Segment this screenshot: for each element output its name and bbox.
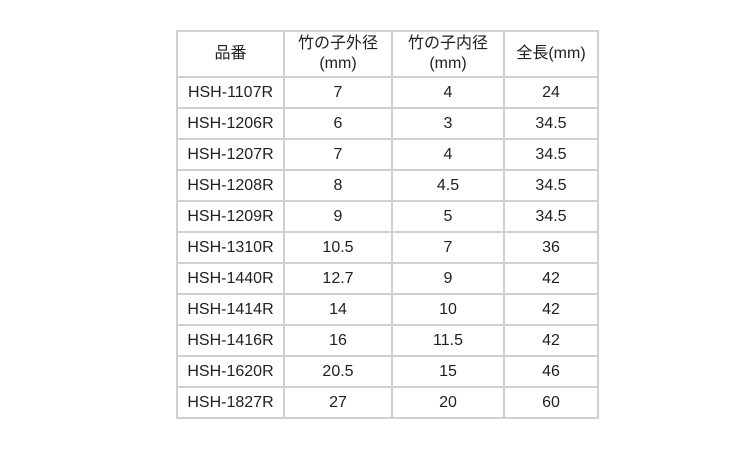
value-cell: 14: [283, 293, 393, 326]
value-cell: 60: [503, 386, 599, 419]
table-row: HSH-1414R 14 10 42: [176, 293, 599, 326]
value-cell: 27: [283, 386, 393, 419]
value-cell: 20: [391, 386, 505, 419]
value-cell: 10.5: [283, 231, 393, 264]
part-number-cell: HSH-1440R: [176, 262, 285, 295]
value-cell: 34.5: [503, 169, 599, 202]
value-cell: 7: [283, 76, 393, 109]
part-number-cell: HSH-1207R: [176, 138, 285, 171]
part-number-cell: HSH-1107R: [176, 76, 285, 109]
table-row: HSH-1206R 6 3 34.5: [176, 107, 599, 140]
value-cell: 4.5: [391, 169, 505, 202]
value-cell: 9: [391, 262, 505, 295]
value-cell: 10: [391, 293, 505, 326]
column-header-outer_diameter_mm: 竹の子外径 (mm): [283, 30, 393, 78]
part-number-cell: HSH-1206R: [176, 107, 285, 140]
value-cell: 34.5: [503, 107, 599, 140]
column-header-total_length_mm: 全長(mm): [503, 30, 599, 78]
value-cell: 42: [503, 324, 599, 357]
table-row: HSH-1107R 7 4 24: [176, 76, 599, 109]
table-row: HSH-1620R 20.5 15 46: [176, 355, 599, 388]
value-cell: 46: [503, 355, 599, 388]
part-number-cell: HSH-1416R: [176, 324, 285, 357]
value-cell: 7: [283, 138, 393, 171]
value-cell: 5: [391, 200, 505, 233]
table-row: HSH-1208R 8 4.5 34.5: [176, 169, 599, 202]
value-cell: 24: [503, 76, 599, 109]
value-cell: 8: [283, 169, 393, 202]
part-number-cell: HSH-1208R: [176, 169, 285, 202]
value-cell: 3: [391, 107, 505, 140]
value-cell: 16: [283, 324, 393, 357]
part-number-cell: HSH-1209R: [176, 200, 285, 233]
column-header-inner_diameter_mm: 竹の子内径 (mm): [391, 30, 505, 78]
value-cell: 11.5: [391, 324, 505, 357]
value-cell: 4: [391, 138, 505, 171]
table-row: HSH-1416R 16 11.5 42: [176, 324, 599, 357]
value-cell: 42: [503, 262, 599, 295]
table-head: 品番 竹の子外径 (mm) 竹の子内径 (mm) 全長(mm): [176, 30, 599, 78]
value-cell: 34.5: [503, 138, 599, 171]
value-cell: 9: [283, 200, 393, 233]
header-row: 品番 竹の子外径 (mm) 竹の子内径 (mm) 全長(mm): [176, 30, 599, 78]
value-cell: 20.5: [283, 355, 393, 388]
value-cell: 12.7: [283, 262, 393, 295]
table-row: HSH-1440R 12.7 9 42: [176, 262, 599, 295]
value-cell: 42: [503, 293, 599, 326]
value-cell: 36: [503, 231, 599, 264]
column-header-part_number: 品番: [176, 30, 285, 78]
value-cell: 15: [391, 355, 505, 388]
part-number-cell: HSH-1827R: [176, 386, 285, 419]
table-body: HSH-1107R 7 4 24 HSH-1206R 6 3 34.5 HSH-1207R 7 4 3…: [176, 76, 599, 419]
part-number-cell: HSH-1310R: [176, 231, 285, 264]
part-number-cell: HSH-1414R: [176, 293, 285, 326]
table-row: HSH-1209R 9 5 34.5: [176, 200, 599, 233]
value-cell: 7: [391, 231, 505, 264]
value-cell: 34.5: [503, 200, 599, 233]
part-number-cell: HSH-1620R: [176, 355, 285, 388]
table-row: HSH-1207R 7 4 34.5: [176, 138, 599, 171]
product-spec-table: 品番 竹の子外径 (mm) 竹の子内径 (mm) 全長(mm) HSH-1107R 7 4 24…: [176, 30, 599, 419]
table-row: HSH-1827R 27 20 60: [176, 386, 599, 419]
table-row: HSH-1310R 10.5 7 36: [176, 231, 599, 264]
spec-table-container: 品番 竹の子外径 (mm) 竹の子内径 (mm) 全長(mm) HSH-1107R 7 4 24…: [176, 30, 599, 419]
value-cell: 6: [283, 107, 393, 140]
value-cell: 4: [391, 76, 505, 109]
